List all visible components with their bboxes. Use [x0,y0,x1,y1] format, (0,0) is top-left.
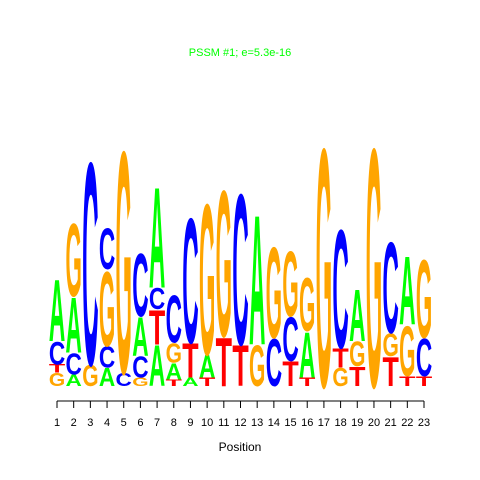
logo-letter-G-pos1: G [49,370,65,391]
x-tick-label-5: 5 [121,417,127,429]
logo-letter-G-pos8: G [166,339,182,369]
logo-letter-G-pos3: G [82,358,98,393]
logo-letter-G-pos14: G [266,220,282,365]
logo-letter-G-pos22: G [399,312,415,392]
x-axis-label: Position [219,440,262,454]
logo-letter-A-pos4: A [99,364,115,393]
logo-letter-G-pos23: G [416,236,432,361]
x-tick-label-22: 22 [401,417,413,429]
logo-letter-A-pos10: A [199,349,215,385]
logo-letter-C-pos5: C [116,370,132,391]
logo-letter-A-pos8: A [166,358,182,384]
logo-letter-C-pos3: C [82,102,98,426]
logo-letter-G-pos11: G [216,149,232,381]
logo-letter-T-pos16: T [299,376,316,389]
logo-letter-C-pos15: C [282,304,298,374]
logo-letter-T-pos11: T [216,324,232,402]
logo-letter-T-pos12: T [232,333,249,398]
x-tick-label-13: 13 [251,417,263,429]
logo-letter-G-pos15: G [282,233,298,336]
x-tick-label-9: 9 [187,417,193,429]
x-tick-label-4: 4 [104,417,110,429]
x-tick-label-16: 16 [301,417,313,429]
logo-letter-A-pos2: A [66,372,82,390]
logo-letter-G-pos20: G [366,78,382,459]
logo-letter-T-pos1: T [49,363,66,376]
logo-letter-T-pos18: T [332,342,349,374]
logo-letter-G-pos16: G [299,261,315,347]
x-tick-label-7: 7 [154,417,160,429]
logo-letter-T-pos19: T [349,361,366,393]
logo-letter-T-pos22: T [399,374,415,390]
logo-letter-G-pos4: G [99,250,115,369]
logo-letter-A-pos7: A [149,335,165,400]
logo-letter-T-pos7: T [149,301,165,356]
x-tick-label-21: 21 [385,417,397,429]
logo-letter-A-pos19: A [349,273,365,357]
logo-letter-A-pos22: A [399,236,415,345]
logo-letter-C-pos6: C [132,351,148,385]
x-tick-label-15: 15 [284,417,296,429]
x-tick-label-23: 23 [418,417,430,429]
logo-letter-G-pos2: G [66,202,82,318]
x-tick-label-14: 14 [268,417,280,429]
x-tick-label-20: 20 [368,417,380,429]
logo-letter-T-pos23: T [416,374,432,390]
x-tick-label-10: 10 [201,417,213,429]
logo-letter-G-pos10: G [199,160,215,401]
logo-letter-A-pos6: A [132,307,148,369]
logo-letter-C-pos4: C [99,218,115,283]
logo-letter-A-pos13: A [249,177,265,385]
logo-letter-T-pos9: T [182,334,198,389]
logo-letter-A-pos7: A [149,158,165,319]
logo-letter-A-pos1: A [49,261,65,360]
logo-letter-T-pos10: T [199,376,216,389]
logo-letter-T-pos15: T [282,355,298,394]
logo-letter-A-pos9: A [182,376,198,389]
logo-letter-C-pos1: C [49,335,65,371]
x-tick-label-18: 18 [334,417,346,429]
chart-title: PSSM #1; e=5.3e-16 [189,47,291,59]
logo-letter-G-pos13: G [249,335,265,399]
logo-letter-C-pos9: C [182,181,198,380]
logo-letter-C-pos2: C [66,347,82,381]
logo-letter-C-pos18: C [332,195,348,384]
x-tick-label-3: 3 [87,417,93,429]
logo-letter-G-pos21: G [382,326,398,363]
x-tick-label-8: 8 [171,417,177,429]
logo-letter-G-pos19: G [349,336,365,375]
logo-letter-C-pos4: C [99,340,115,374]
logo-letter-T-pos21: T [382,349,399,395]
x-tick-label-2: 2 [71,417,77,429]
logo-letter-C-pos6: C [132,234,148,336]
logo-letter-C-pos7: C [149,282,165,316]
logo-letter-C-pos14: C [266,326,282,401]
x-tick-label-12: 12 [234,417,246,429]
logo-letter-G-pos6: G [132,376,148,389]
logo-letter-A-pos2: A [66,282,82,370]
x-tick-label-11: 11 [218,417,229,429]
logo-letter-G-pos18: G [332,363,348,391]
x-tick-label-1: 1 [54,417,60,429]
logo-letter-C-pos8: C [166,282,182,357]
logo-letter-G-pos17: G [316,78,332,459]
logo-letter-T-pos8: T [166,378,183,388]
x-axis: 1 2 3 4 5 6 7 8 9 10 11 12 13 14 15 16 17 18 19 20 21 22 23 [54,400,430,429]
logo-letter-C-pos21: C [382,216,398,361]
logo-letter-G-pos5: G [116,85,132,441]
x-tick-label-19: 19 [351,417,363,429]
x-tick-label-17: 17 [318,417,330,429]
logo-letter-A-pos16: A [299,320,315,392]
logo-letter-C-pos12: C [232,150,248,391]
x-tick-label-6: 6 [137,417,143,429]
logo-letter-C-pos23: C [416,328,432,388]
